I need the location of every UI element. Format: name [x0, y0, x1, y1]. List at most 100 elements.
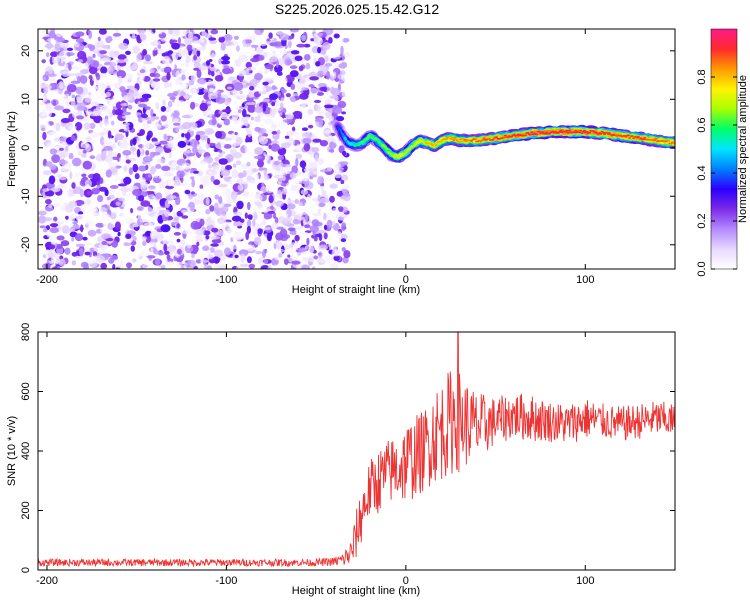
noise-speckle: [114, 65, 122, 70]
noise-speckle: [43, 165, 47, 169]
noise-speckle: [42, 217, 53, 222]
noise-speckle: [199, 184, 204, 189]
noise-speckle: [95, 255, 106, 263]
noise-speckle: [175, 127, 179, 133]
noise-speckle: [150, 232, 156, 240]
noise-speckle: [65, 204, 74, 213]
noise-speckle: [75, 243, 85, 247]
noise-speckle: [152, 207, 161, 212]
noise-speckle: [309, 245, 315, 254]
noise-speckle: [110, 212, 117, 220]
noise-speckle: [304, 54, 311, 61]
noise-speckle: [318, 233, 323, 242]
noise-speckle: [187, 259, 196, 269]
noise-speckle: [264, 118, 274, 125]
noise-speckle: [250, 57, 260, 63]
noise-speckle: [140, 227, 146, 233]
noise-speckle: [89, 122, 96, 129]
noise-speckle: [98, 160, 103, 165]
noise-speckle: [221, 59, 231, 65]
noise-speckle: [116, 59, 126, 64]
noise-speckle: [109, 40, 120, 46]
noise-speckle: [289, 172, 297, 179]
noise-speckle: [177, 48, 183, 58]
noise-speckle: [307, 108, 314, 115]
noise-speckle: [313, 99, 322, 104]
noise-speckle: [234, 59, 242, 67]
noise-speckle: [199, 218, 205, 227]
noise-speckle: [264, 64, 274, 70]
noise-speckle: [190, 167, 198, 172]
noise-speckle: [84, 242, 93, 246]
noise-speckle: [116, 265, 124, 269]
noise-speckle: [218, 158, 228, 165]
noise-speckle: [317, 83, 327, 88]
noise-speckle: [164, 80, 169, 89]
noise-speckle: [196, 241, 200, 247]
noise-speckle: [63, 93, 70, 102]
noise-speckle: [200, 259, 209, 264]
noise-speckle: [47, 85, 52, 90]
noise-speckle: [301, 132, 306, 138]
noise-speckle: [320, 185, 325, 190]
noise-speckle: [114, 108, 124, 116]
noise-speckle: [100, 72, 107, 79]
snr-line: [38, 332, 675, 568]
noise-speckle: [153, 213, 158, 219]
spectrogram-y-axis-label: Frequency (Hz): [6, 111, 18, 187]
noise-speckle: [149, 72, 156, 77]
noise-speckle: [233, 35, 239, 40]
noise-speckle: [231, 126, 236, 131]
noise-speckle: [317, 202, 326, 208]
noise-speckle: [140, 181, 149, 189]
noise-speckle: [287, 254, 291, 258]
noise-speckle: [188, 194, 193, 200]
noise-speckle: [220, 42, 226, 51]
noise-speckle: [95, 72, 99, 77]
ridge-segment: [380, 144, 384, 148]
noise-speckle: [75, 31, 85, 37]
noise-speckle: [199, 263, 208, 268]
noise-speckle: [312, 212, 322, 217]
noise-speckle: [92, 251, 98, 257]
noise-speckle: [272, 264, 280, 269]
noise-speckle: [83, 122, 91, 130]
noise-speckle: [288, 137, 294, 144]
noise-speckle: [332, 54, 341, 60]
noise-speckle: [287, 40, 292, 49]
noise-speckle: [105, 91, 112, 98]
noise-speckle: [54, 42, 61, 51]
noise-speckle: [317, 46, 322, 54]
spectrogram-noise-region: [38, 29, 351, 269]
noise-speckle: [101, 45, 111, 49]
noise-speckle: [145, 234, 151, 244]
noise-speckle: [267, 210, 275, 214]
noise-speckle: [136, 242, 143, 249]
noise-speckle: [208, 37, 217, 41]
noise-speckle: [86, 155, 90, 159]
ridge-segment: [339, 128, 343, 133]
spectrogram-y-tick-label: 10: [20, 93, 32, 105]
noise-speckle: [176, 169, 185, 179]
noise-speckle: [130, 207, 134, 214]
noise-speckle: [60, 189, 70, 198]
noise-speckle: [333, 33, 340, 39]
noise-speckle: [57, 168, 65, 172]
noise-speckle: [263, 227, 271, 231]
noise-speckle: [46, 231, 53, 238]
noise-speckle: [301, 112, 308, 121]
noise-speckle: [169, 39, 178, 43]
noise-speckle: [213, 264, 220, 269]
noise-speckle: [74, 233, 83, 242]
noise-speckle: [290, 41, 297, 45]
noise-speckle: [218, 149, 223, 153]
noise-speckle: [298, 201, 304, 207]
snr-plot: -200 -100 0 100 0 200 400 600 800 Height of stra…: [6, 323, 676, 597]
noise-speckle: [254, 106, 263, 113]
noise-speckle: [193, 54, 198, 61]
noise-speckle: [160, 120, 170, 125]
noise-speckle: [151, 141, 160, 146]
noise-speckle: [333, 169, 343, 179]
noise-speckle: [95, 222, 105, 228]
